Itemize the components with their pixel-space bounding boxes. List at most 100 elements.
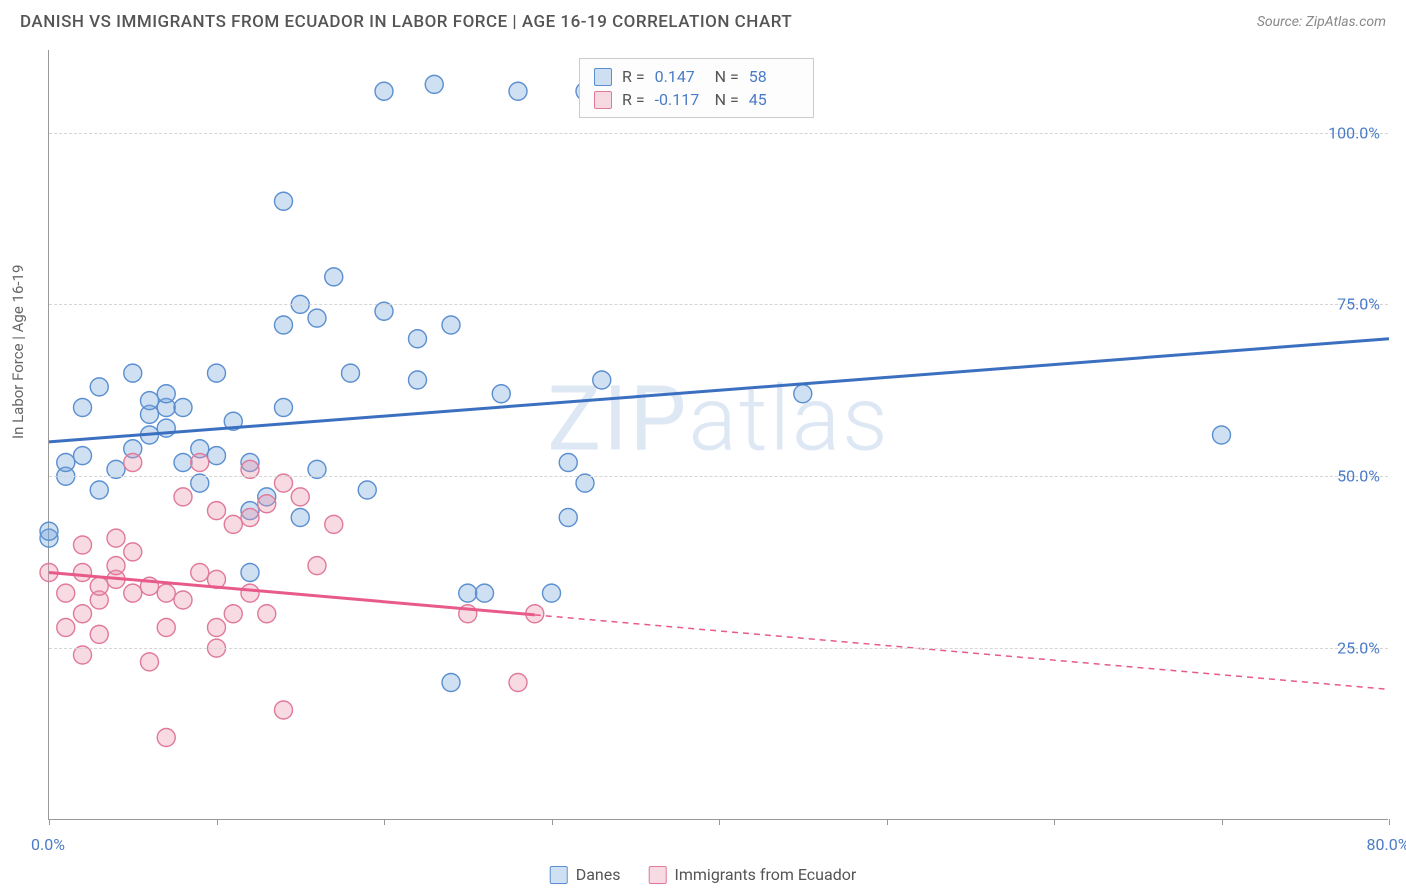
data-point-danes [241,564,259,582]
chart-header: DANISH VS IMMIGRANTS FROM ECUADOR IN LAB… [0,0,1406,40]
data-point-danes [476,584,494,602]
data-point-danes [208,364,226,382]
data-point-danes [57,454,75,472]
chart-title: DANISH VS IMMIGRANTS FROM ECUADOR IN LAB… [20,12,792,32]
x-tick [1389,819,1390,825]
x-tick [1054,819,1055,825]
data-point-ecuador [107,557,125,575]
n-value-danes: 58 [749,67,799,86]
data-point-danes [90,378,108,396]
data-point-danes [425,75,443,93]
data-point-danes [90,481,108,499]
data-point-ecuador [191,454,209,472]
data-point-ecuador [275,701,293,719]
data-point-danes [308,309,326,327]
gridline [49,476,1388,477]
x-tick-label: 0.0% [31,835,65,854]
series-legend: Danes Immigrants from Ecuador [550,865,857,884]
data-point-ecuador [157,729,175,747]
data-point-ecuador [191,564,209,582]
swatch-danes-icon [550,866,568,884]
data-point-ecuador [208,502,226,520]
data-point-ecuador [124,584,142,602]
data-point-ecuador [57,584,75,602]
data-point-ecuador [174,591,192,609]
swatch-ecuador [594,91,612,109]
data-point-danes [442,316,460,334]
data-point-ecuador [224,515,242,533]
n-value-ecuador: 45 [749,90,799,109]
x-tick [719,819,720,825]
gridline [49,648,1388,649]
data-point-ecuador [174,488,192,506]
legend-row-danes: R = 0.147 N = 58 [594,65,799,88]
gridline [49,133,1388,134]
x-tick [217,819,218,825]
data-point-danes [291,509,309,527]
n-label-danes: N = [715,67,739,86]
legend-label-danes: Danes [576,865,621,884]
data-point-ecuador [141,653,159,671]
data-point-danes [409,330,427,348]
r-value-ecuador: -0.117 [655,90,705,109]
data-point-ecuador [124,454,142,472]
data-point-danes [559,509,577,527]
data-point-danes [375,82,393,100]
y-tick-label: 75.0% [1337,295,1380,314]
data-point-ecuador [157,584,175,602]
legend-item-ecuador: Immigrants from Ecuador [649,865,857,884]
r-label-danes: R = [622,67,645,86]
x-tick [384,819,385,825]
data-point-danes [275,192,293,210]
trend-line-dashed-ecuador [535,615,1389,690]
data-point-danes [492,385,510,403]
legend-item-danes: Danes [550,865,621,884]
data-point-danes [509,82,527,100]
data-point-ecuador [90,577,108,595]
data-point-ecuador [124,543,142,561]
y-tick-label: 50.0% [1337,467,1380,486]
data-point-ecuador [74,605,92,623]
data-point-danes [794,385,812,403]
data-point-ecuador [308,557,326,575]
data-point-ecuador [258,495,276,513]
data-point-danes [1213,426,1231,444]
gridline [49,304,1388,305]
data-point-danes [74,447,92,465]
x-tick [887,819,888,825]
data-point-ecuador [208,619,226,637]
data-point-danes [543,584,561,602]
x-tick-label: 80.0% [1367,835,1406,854]
data-point-ecuador [241,584,259,602]
y-tick-label: 100.0% [1328,123,1380,142]
data-point-danes [559,454,577,472]
data-point-ecuador [74,536,92,554]
correlation-legend: R = 0.147 N = 58 R = -0.117 N = 45 [579,58,814,118]
r-value-danes: 0.147 [655,67,705,86]
x-tick [49,819,50,825]
source-attribution: Source: ZipAtlas.com [1257,14,1386,30]
data-point-ecuador [57,619,75,637]
x-tick [1222,819,1223,825]
data-point-ecuador [90,625,108,643]
data-point-ecuador [107,529,125,547]
scatter-svg [49,50,1389,820]
data-point-danes [325,268,343,286]
trend-line-danes [49,339,1389,442]
data-point-danes [40,522,58,540]
data-point-danes [174,454,192,472]
data-point-danes [593,371,611,389]
swatch-danes [594,68,612,86]
legend-row-ecuador: R = -0.117 N = 45 [594,88,799,111]
chart-plot-area: ZIPatlas R = 0.147 N = 58 R = -0.117 N =… [48,50,1388,820]
data-point-ecuador [241,509,259,527]
swatch-ecuador-icon [649,866,667,884]
data-point-danes [459,584,477,602]
n-label-ecuador: N = [715,90,739,109]
x-tick [552,819,553,825]
data-point-danes [124,364,142,382]
data-point-ecuador [74,564,92,582]
data-point-ecuador [224,605,242,623]
data-point-ecuador [325,515,343,533]
legend-label-ecuador: Immigrants from Ecuador [675,865,857,884]
